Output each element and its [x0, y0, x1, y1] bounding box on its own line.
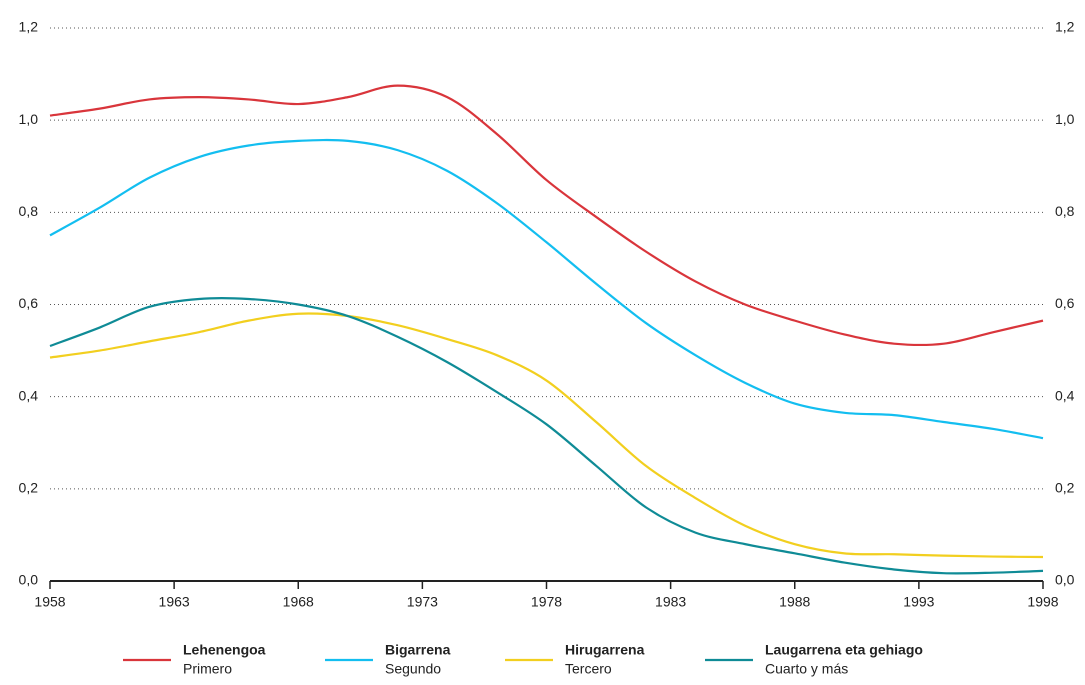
y-tick-label-right: 1,0 [1055, 111, 1075, 127]
legend-label: Bigarrena [385, 642, 451, 658]
y-tick-label: 0,6 [19, 295, 39, 311]
legend-label: Hirugarrena [565, 642, 645, 658]
x-tick-label: 1998 [1027, 594, 1058, 610]
y-tick-label: 1,0 [19, 111, 39, 127]
legend-sublabel: Segundo [385, 661, 441, 677]
x-tick-label: 1988 [779, 594, 810, 610]
series-line [49, 297, 1044, 575]
y-tick-label-right: 0,0 [1055, 572, 1075, 588]
legend-sublabel: Cuarto y más [765, 661, 848, 677]
x-tick-label: 1978 [531, 594, 562, 610]
x-tick-label: 1968 [283, 594, 314, 610]
legend-label: Laugarrena eta gehiago [765, 642, 923, 658]
x-tick-label: 1983 [655, 594, 686, 610]
y-tick-label-right: 0,2 [1055, 480, 1075, 496]
y-tick-label-right: 0,8 [1055, 203, 1075, 219]
x-tick-label: 1958 [34, 594, 65, 610]
x-tick-label: 1993 [903, 594, 934, 610]
y-tick-label: 1,2 [19, 19, 39, 35]
series-line [49, 312, 1044, 559]
x-tick-label: 1973 [407, 594, 438, 610]
y-tick-label-right: 1,2 [1055, 19, 1075, 35]
x-tick-label: 1963 [159, 594, 190, 610]
legend-label: Lehenengoa [183, 642, 266, 658]
y-tick-label: 0,8 [19, 203, 39, 219]
y-tick-label: 0,4 [19, 387, 39, 403]
legend-sublabel: Tercero [565, 661, 612, 677]
y-tick-label-right: 0,4 [1055, 387, 1075, 403]
legend-sublabel: Primero [183, 661, 232, 677]
series-line [49, 84, 1044, 347]
y-tick-label-right: 0,6 [1055, 295, 1075, 311]
y-tick-label: 0,2 [19, 480, 39, 496]
series-line [49, 138, 1044, 440]
y-tick-label: 0,0 [19, 572, 39, 588]
